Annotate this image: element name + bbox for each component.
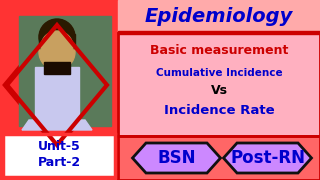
Bar — [118, 31, 320, 34]
Text: Post-RN: Post-RN — [230, 149, 305, 167]
Bar — [3, 134, 115, 177]
Text: Basic measurement: Basic measurement — [150, 44, 288, 57]
Bar — [35, 67, 79, 122]
Text: Part-2: Part-2 — [37, 156, 81, 170]
Polygon shape — [132, 143, 220, 173]
Circle shape — [41, 31, 73, 63]
Bar — [3, 134, 115, 177]
Polygon shape — [7, 25, 107, 145]
Bar — [0, 0, 118, 180]
Bar — [39, 34, 75, 48]
Text: Vs: Vs — [211, 84, 228, 98]
Text: Cumulative Incidence: Cumulative Incidence — [156, 68, 282, 78]
Polygon shape — [223, 143, 311, 173]
Polygon shape — [3, 20, 111, 150]
Text: Incidence Rate: Incidence Rate — [164, 105, 274, 118]
Bar — [118, 33, 320, 136]
Bar — [44, 62, 70, 74]
Bar — [19, 16, 111, 126]
Bar — [118, 136, 320, 180]
Text: Epidemiology: Epidemiology — [145, 7, 293, 26]
Circle shape — [39, 34, 75, 70]
Circle shape — [39, 19, 75, 55]
Text: Unit-5: Unit-5 — [38, 141, 80, 154]
Bar — [118, 0, 320, 33]
Polygon shape — [22, 120, 92, 130]
Bar — [118, 33, 320, 136]
Text: BSN: BSN — [157, 149, 196, 167]
Bar — [118, 136, 320, 180]
